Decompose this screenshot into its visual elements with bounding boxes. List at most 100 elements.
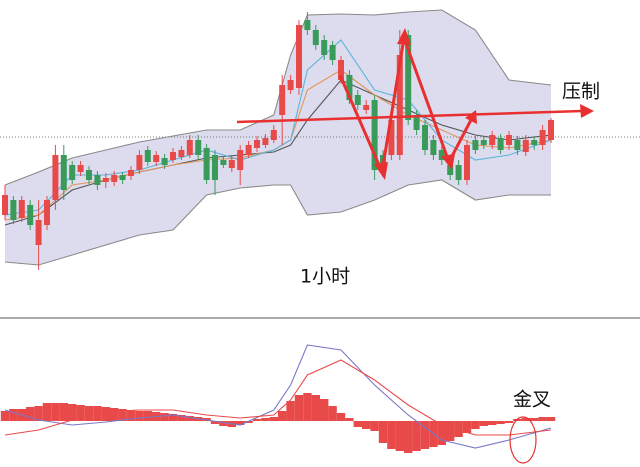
candle-body [497,138,504,150]
macd-bar [513,419,522,421]
macd-bar [244,421,253,423]
candle-body [312,30,319,45]
candle-body [430,140,437,155]
candle-body [296,25,302,88]
macd-bar [345,418,354,421]
indicator-line [4,344,552,449]
candle-body [539,130,546,145]
macd-bar [521,418,530,421]
candle-body [354,95,361,105]
candle-body [153,155,160,162]
candle-body [111,175,118,182]
candle-body [220,160,227,165]
macd-bar [479,421,488,426]
macd-bar [261,418,270,421]
macd-bar [26,407,35,421]
macd-bar [34,406,43,421]
macd-bar [395,421,404,451]
macd-bar [84,406,94,421]
annotation: 压制 [562,81,600,103]
arrow-head [374,162,388,180]
candle-body [161,158,168,165]
macd-bar [51,403,60,421]
macd-bar [143,411,152,421]
macd-bar [412,421,421,451]
candle-body [522,140,529,152]
macd-bar [252,419,262,421]
macd-bar [420,421,430,449]
candle-body [18,200,25,218]
candle-body [447,165,454,175]
macd-bar [462,421,472,433]
candle-body [136,155,143,170]
macd-bar [446,421,455,441]
candle-body [2,195,8,215]
macd-bar [160,413,169,421]
arrow-head [441,154,455,170]
candle-body [422,125,428,150]
candle-body [69,165,76,180]
macd-bar [269,417,278,421]
macd-bar [294,395,304,421]
arrow-head [580,104,594,118]
candle-body [321,40,328,55]
candle-body [548,120,554,140]
macd-bar [286,401,295,421]
macd-bar [185,416,194,421]
candle-body [178,150,185,157]
macd-bar [177,415,186,421]
macd-panel [0,344,556,453]
candle-body [128,170,134,176]
candle-body [287,80,294,90]
candle-body [489,135,496,145]
indicator-line [4,179,551,266]
candle-body [338,60,344,80]
macd-bar [504,421,514,423]
candle-body [405,35,412,120]
macd-bar [219,421,228,426]
candle-body [438,150,445,160]
candle-body [346,75,353,100]
candle-body [77,165,84,172]
candle-body [27,205,34,225]
macd-bar [471,421,480,429]
macd-bar [404,421,413,453]
macd-bar [370,421,379,431]
candle-body [203,148,210,180]
macd-bar [336,413,346,421]
candle-body [212,155,218,180]
macd-bar [236,421,245,425]
arrow-head [397,28,411,45]
candle-body [270,130,277,140]
macd-bar [101,407,110,421]
macd-bar [328,406,337,421]
macd-bar [362,421,371,429]
indicator-line [4,359,552,436]
candle-body [371,100,378,170]
candle-body [464,145,470,180]
candle-body [254,140,260,148]
candle-body [363,105,370,110]
macd-bar [68,404,77,421]
candle-body [195,140,202,155]
macd-bar [9,409,18,421]
macd-bar [303,393,312,421]
macd-bar [42,403,52,421]
candle-body [480,140,487,145]
candle-body [472,140,479,150]
candle-body [237,150,244,170]
arrow-line [236,109,583,124]
macd-bar [454,421,463,437]
macd-bar [378,421,388,443]
macd-bar [76,405,85,421]
candle-body [102,178,109,182]
candle-body [396,55,403,155]
macd-bar [168,414,178,421]
candle-body [228,160,235,168]
candle-body [506,135,512,145]
macd-bar [311,395,320,421]
macd-bar [488,421,497,425]
candle-body [514,140,521,150]
candle-body [119,175,126,180]
